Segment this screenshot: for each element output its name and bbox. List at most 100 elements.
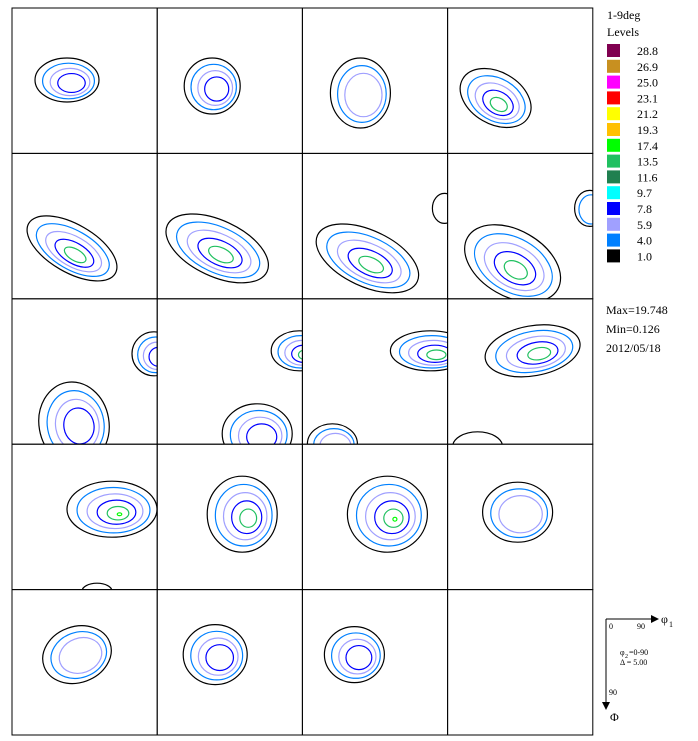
contour bbox=[503, 259, 528, 280]
contour bbox=[197, 637, 239, 676]
contour bbox=[176, 221, 261, 279]
contour bbox=[452, 431, 503, 445]
contour bbox=[431, 192, 448, 224]
contour bbox=[374, 500, 410, 535]
section-cell bbox=[42, 625, 112, 685]
contour bbox=[331, 632, 381, 679]
cell-border bbox=[11, 589, 158, 736]
key-y-axis-label: Φ bbox=[610, 710, 619, 724]
contour bbox=[270, 330, 303, 372]
contour bbox=[42, 625, 112, 685]
legend: 28.8 26.9 25.023.1 21.2 19.3 17.4 13.511.6 9.7 7… bbox=[607, 44, 658, 263]
legend-label: 21.2 bbox=[637, 107, 658, 121]
contour bbox=[481, 481, 554, 543]
cell-border bbox=[301, 7, 449, 154]
legend-swatch bbox=[607, 233, 620, 247]
contour bbox=[58, 636, 103, 674]
contour bbox=[329, 57, 391, 129]
contour bbox=[574, 189, 593, 227]
contour bbox=[398, 335, 448, 369]
key-phi2-sub: 2 bbox=[625, 654, 628, 660]
contour bbox=[493, 251, 537, 286]
cell-border bbox=[301, 298, 449, 445]
contour bbox=[467, 75, 526, 125]
contour bbox=[204, 76, 230, 102]
legend-swatch bbox=[607, 75, 620, 89]
contour bbox=[355, 483, 422, 547]
cell-border bbox=[156, 443, 303, 591]
contour bbox=[315, 223, 420, 294]
legend-swatch bbox=[607, 186, 620, 200]
legend-swatch bbox=[607, 59, 620, 73]
contour bbox=[46, 390, 105, 445]
contour bbox=[498, 495, 543, 534]
legend-label: 26.9 bbox=[637, 60, 658, 74]
contour bbox=[41, 62, 96, 100]
contour bbox=[323, 625, 385, 684]
contour bbox=[297, 349, 303, 360]
contour bbox=[81, 582, 113, 590]
cell-border bbox=[447, 152, 594, 300]
axis-key: 0 90 φ 1 φ 2 =0-90 Δ = 5.00 90 Φ bbox=[602, 612, 673, 724]
section-cell bbox=[206, 475, 278, 553]
legend-swatch bbox=[607, 138, 620, 152]
contour bbox=[313, 428, 355, 445]
contour bbox=[45, 230, 103, 273]
contour bbox=[214, 483, 273, 547]
contour bbox=[34, 57, 100, 103]
legend-label: 23.1 bbox=[637, 91, 658, 105]
section-cell bbox=[481, 481, 554, 543]
contour bbox=[96, 499, 137, 525]
contour bbox=[505, 335, 566, 369]
contour bbox=[459, 67, 532, 129]
cell-border bbox=[11, 298, 158, 445]
min-stat: Min=0.126 bbox=[606, 322, 660, 336]
contour bbox=[246, 423, 278, 445]
key-x-start: 0 bbox=[609, 622, 613, 631]
key-x-axis-label: φ bbox=[661, 612, 668, 626]
legend-swatch bbox=[607, 170, 620, 184]
section-cell bbox=[346, 475, 428, 553]
contour bbox=[291, 344, 303, 363]
contour bbox=[527, 346, 552, 361]
title: 1-9deg bbox=[607, 8, 640, 22]
contour bbox=[50, 631, 108, 680]
legend-swatch bbox=[607, 123, 620, 136]
legend-label: 11.6 bbox=[637, 170, 658, 184]
contour bbox=[54, 238, 95, 268]
section-cell bbox=[221, 330, 303, 445]
legend-label: 28.8 bbox=[637, 44, 658, 58]
contour bbox=[221, 403, 293, 445]
contour bbox=[389, 330, 448, 372]
cell-border bbox=[156, 298, 303, 445]
contour bbox=[483, 242, 545, 292]
legend-label: 25.0 bbox=[637, 76, 658, 90]
contour bbox=[137, 336, 158, 374]
contour bbox=[336, 239, 402, 284]
contour bbox=[417, 344, 448, 363]
contour bbox=[197, 70, 234, 106]
legend-label: 17.4 bbox=[637, 139, 658, 153]
key-phi2: φ bbox=[620, 648, 625, 657]
contour bbox=[26, 215, 118, 282]
section-cell bbox=[459, 67, 532, 129]
section-cell bbox=[182, 623, 248, 686]
contour bbox=[54, 398, 100, 445]
section-cell bbox=[315, 192, 448, 294]
key-y-arrow bbox=[602, 702, 610, 710]
contour bbox=[35, 223, 110, 277]
contour bbox=[229, 409, 288, 445]
contour bbox=[426, 349, 447, 361]
legend-swatch bbox=[607, 107, 620, 121]
legend-heading: Levels bbox=[607, 25, 639, 39]
section-cell bbox=[34, 57, 100, 103]
contour bbox=[392, 516, 398, 522]
contour bbox=[347, 247, 393, 279]
contour bbox=[482, 89, 514, 117]
max-stat: Max=19.748 bbox=[606, 303, 668, 317]
contour bbox=[484, 324, 581, 378]
cell-border bbox=[11, 152, 158, 300]
contour bbox=[76, 486, 151, 534]
legend-label: 5.9 bbox=[637, 218, 652, 232]
